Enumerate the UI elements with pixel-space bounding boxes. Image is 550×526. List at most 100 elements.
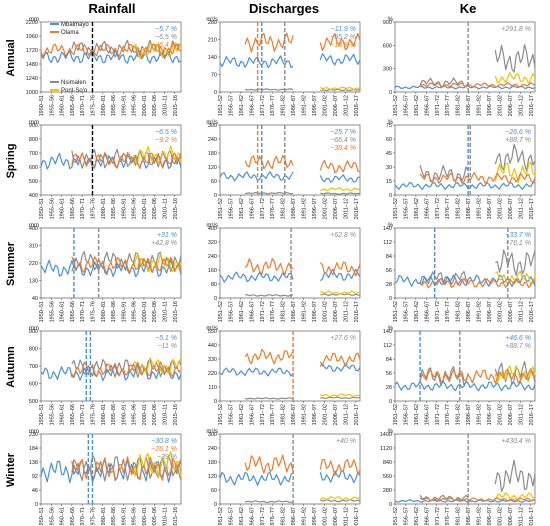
x-tick-label: 2000–01 xyxy=(142,301,148,322)
x-tick-label: 1991–92 xyxy=(302,198,308,219)
x-tick-label: 2001–02 xyxy=(322,198,328,219)
x-tick-label: 2016–17 xyxy=(529,198,535,219)
y-unit-label: m³/s xyxy=(206,326,218,332)
x-tick-label: 2010–11 xyxy=(163,507,169,526)
y-tick-label: 600 xyxy=(29,382,38,388)
x-tick-label: 1991–92 xyxy=(302,507,308,526)
x-tick-label: 1966–67 xyxy=(424,95,430,116)
y-tick-label: 1000 xyxy=(26,90,38,96)
x-tick-label: 1956–57 xyxy=(403,507,409,526)
change-annotation: −6.5 % xyxy=(155,129,177,136)
y-tick-label: 56 xyxy=(386,268,392,274)
y-tick-label: 400 xyxy=(208,226,217,232)
series-line-olama xyxy=(40,43,182,58)
panel-discharges-winter: m³/s 0 60 120 180 240 300 1951–52 1956–57 1961–62… xyxy=(206,429,361,526)
x-tick-label: 1971–72 xyxy=(435,301,441,322)
x-tick-label: 1990–91 xyxy=(121,507,127,526)
x-tick-label: 2005–06 xyxy=(152,198,158,219)
y-tick-label: 240 xyxy=(208,254,217,260)
change-annotation: +31 % xyxy=(157,232,177,239)
x-tick-label: 1991–92 xyxy=(477,301,483,322)
series-line-mbalmayo xyxy=(319,470,361,484)
series-line-olama xyxy=(244,258,294,276)
x-tick-label: 1961–62 xyxy=(239,301,245,322)
y-unit-label: mm xyxy=(29,17,39,23)
x-tick-label: 1981–82 xyxy=(456,198,462,219)
x-tick-label: 1956–57 xyxy=(403,198,409,219)
x-tick-label: 2001–02 xyxy=(497,404,503,425)
x-tick-label: 2015–16 xyxy=(173,95,179,116)
x-tick-label: 2011–12 xyxy=(518,198,524,219)
y-tick-label: 330 xyxy=(208,357,217,363)
y-tick-label: 0 xyxy=(389,399,392,405)
y-tick-label: 500 xyxy=(29,399,38,405)
y-unit-label: % xyxy=(388,326,394,332)
x-tick-label: 1966–67 xyxy=(424,301,430,322)
series-line-mbalmayo xyxy=(394,274,536,287)
x-tick-label: 1961–62 xyxy=(239,404,245,425)
y-tick-label: 180 xyxy=(208,460,217,466)
plot-frame xyxy=(219,124,361,196)
x-tick-label: 1961–62 xyxy=(414,198,420,219)
y-tick-label: 60 xyxy=(211,488,217,494)
y-tick-label: 300 xyxy=(208,432,217,438)
x-tick-label: 1995–96 xyxy=(132,507,138,526)
series-line-olama xyxy=(419,82,536,88)
change-annotation: +430.4 % xyxy=(501,438,531,445)
change-annotation: −18.9 % xyxy=(330,42,356,49)
x-tick-label: 1996–97 xyxy=(312,198,318,219)
change-annotation: +42.8 % xyxy=(151,240,177,247)
x-tick-label: 1951–52 xyxy=(393,95,399,116)
x-tick-label: 2006–07 xyxy=(508,198,514,219)
series-line-pont-so-o xyxy=(494,492,536,501)
y-tick-label: 140 xyxy=(383,329,392,335)
y-tick-label: 120 xyxy=(208,474,217,480)
x-tick-label: 2016–17 xyxy=(354,198,360,219)
series-line-olama xyxy=(319,261,361,277)
x-tick-label: 2005–06 xyxy=(152,404,158,425)
x-tick-label: 1995–96 xyxy=(132,198,138,219)
x-tick-label: 1971–72 xyxy=(435,507,441,526)
x-tick-label: 1955–56 xyxy=(49,301,55,322)
x-tick-label: 1976–77 xyxy=(445,404,451,425)
series-line-olama xyxy=(419,277,536,289)
x-tick-label: 1991–92 xyxy=(302,404,308,425)
x-tick-label: 1990–91 xyxy=(121,95,127,116)
x-tick-label: 1951–52 xyxy=(218,301,224,322)
series-line-olama xyxy=(244,32,294,53)
y-tick-label: 0 xyxy=(389,90,392,96)
y-tick-label: 28 xyxy=(386,385,392,391)
x-tick-label: 1955–56 xyxy=(49,404,55,425)
change-annotation: +40 % xyxy=(336,438,356,445)
y-tick-label: 280 xyxy=(383,488,392,494)
series-line-olama xyxy=(71,151,182,169)
x-tick-label: 1991–92 xyxy=(302,301,308,322)
x-tick-label: 2016–17 xyxy=(354,404,360,425)
series-line-nsimalen xyxy=(419,165,469,183)
plot-frame xyxy=(394,21,536,93)
x-tick-label: 2015–16 xyxy=(173,507,179,526)
series-line-pont-so-o xyxy=(320,393,361,398)
x-tick-label: 2011–12 xyxy=(343,95,349,116)
x-tick-label: 1991–92 xyxy=(477,404,483,425)
column-title-ke: Ke xyxy=(460,1,477,16)
y-tick-label: 110 xyxy=(208,385,217,391)
x-tick-label: 1966–67 xyxy=(249,95,255,116)
x-tick-label: 2016–17 xyxy=(529,301,535,322)
series-line-pont-so-o xyxy=(133,357,182,375)
x-tick-label: 1991–92 xyxy=(477,507,483,526)
x-tick-label: 1965–66 xyxy=(70,404,76,425)
y-tick-label: 900 xyxy=(29,123,38,129)
y-tick-label: 230 xyxy=(29,432,38,438)
x-tick-label: 1961–62 xyxy=(414,507,420,526)
y-tick-label: 1120 xyxy=(380,446,392,452)
x-tick-label: 1950–51 xyxy=(39,507,45,526)
x-tick-label: 2016–17 xyxy=(529,95,535,116)
x-tick-label: 2000–01 xyxy=(142,507,148,526)
y-unit-label: mm xyxy=(29,120,39,126)
x-tick-label: 1986–87 xyxy=(291,404,297,425)
plot-frame xyxy=(394,433,536,505)
y-tick-label: 2200 xyxy=(26,20,38,26)
x-tick-label: 1986–87 xyxy=(291,507,297,526)
x-tick-label: 2001–02 xyxy=(497,198,503,219)
